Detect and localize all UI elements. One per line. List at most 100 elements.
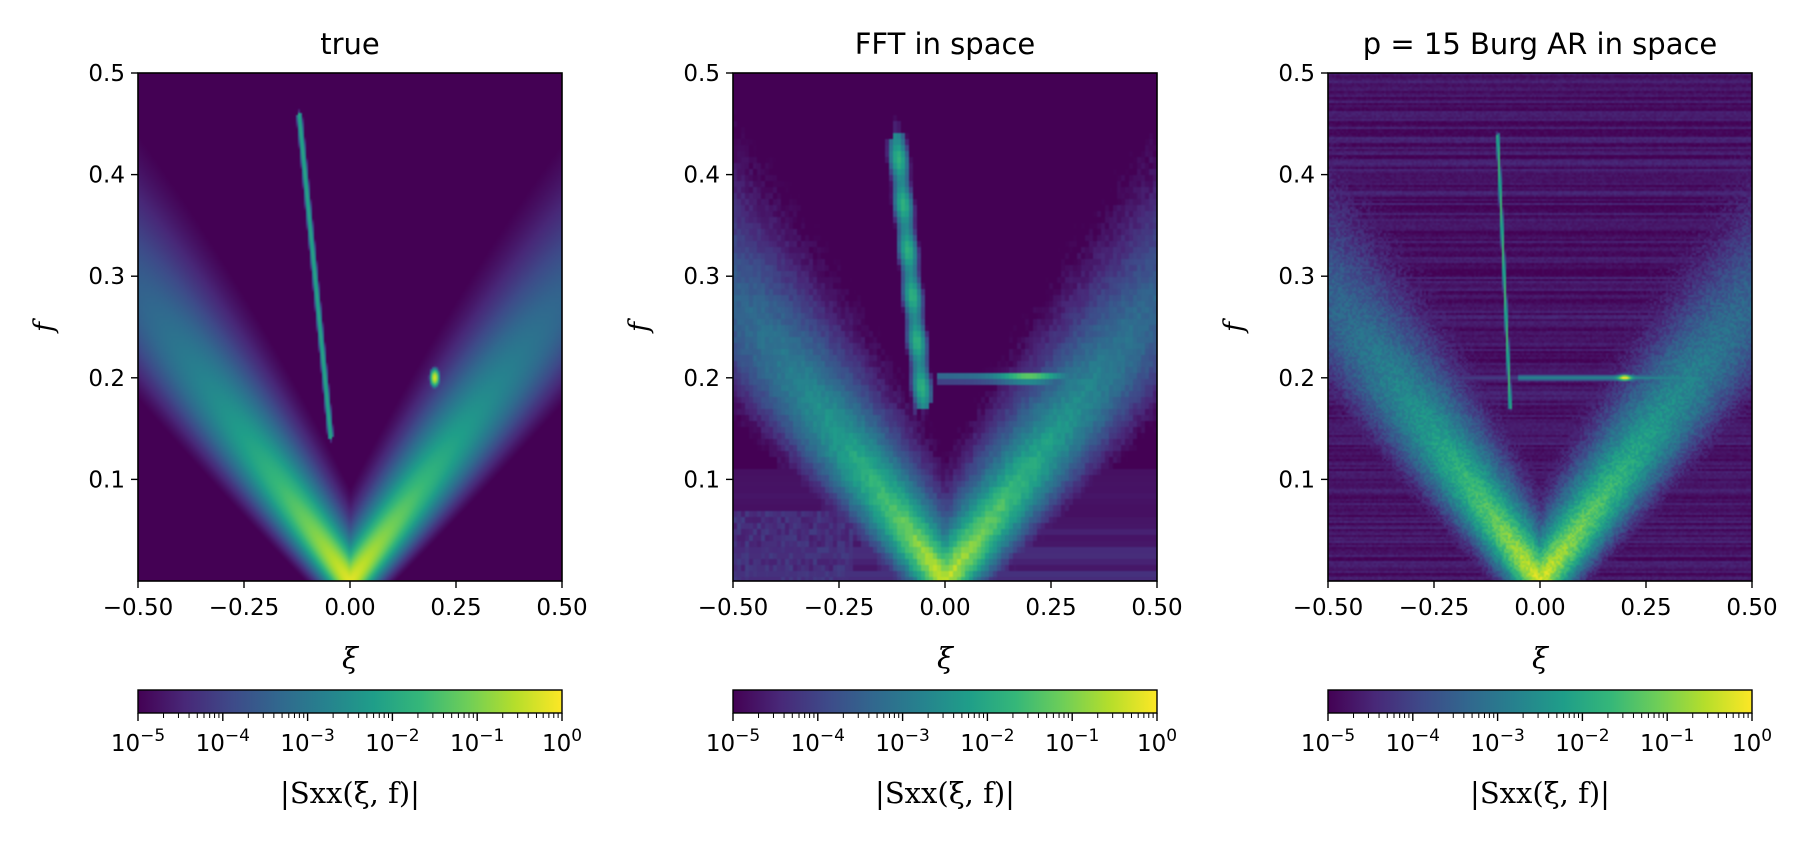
colorbar-tick-exponent: −1 — [479, 726, 504, 746]
colorbar-tick-base: 10 — [791, 731, 820, 757]
colorbar-tick-base: 10 — [365, 731, 394, 757]
colorbar-tick-label: 10−3 — [875, 726, 929, 757]
colorbar-tick-label: 100 — [1137, 726, 1177, 757]
x-tick-label: 0.50 — [536, 595, 587, 621]
colorbar-tick-exponent: −2 — [1585, 726, 1610, 746]
colorbar-tick-base: 10 — [1301, 731, 1330, 757]
colorbar-tick-exponent: −3 — [905, 726, 930, 746]
colorbar-tick-base: 10 — [706, 731, 735, 757]
colorbar-frame — [1327, 689, 1753, 714]
colorbar-tick-exponent: −4 — [820, 726, 845, 746]
colorbar-tick-base: 10 — [960, 731, 989, 757]
colorbar-frame — [732, 689, 1158, 714]
heatmap-image — [1328, 73, 1752, 581]
x-tick-label: 0.25 — [1620, 595, 1671, 621]
x-tick-label: −0.50 — [1293, 595, 1363, 621]
colorbar-gradient — [138, 690, 562, 713]
colorbar-frame — [137, 689, 563, 714]
y-tick-label: 0.4 — [88, 163, 125, 189]
y-tick-label: 0.2 — [683, 366, 720, 392]
colorbar-tick-exponent: −2 — [990, 726, 1015, 746]
colorbar-tick-label: 10−1 — [450, 726, 504, 757]
colorbar-tick-base: 10 — [1386, 731, 1415, 757]
x-tick-label: 0.50 — [1131, 595, 1182, 621]
colorbar-tick-base: 10 — [196, 731, 225, 757]
panel-3: p = 15 Burg AR in space −0.50 −0.25 0.00 0.2… — [1219, 27, 1778, 810]
x-tick-label: −0.25 — [1399, 595, 1469, 621]
panel-title: p = 15 Burg AR in space — [1363, 27, 1718, 61]
colorbar-tick-base: 10 — [1555, 731, 1584, 757]
x-tick-label: 0.00 — [324, 595, 375, 621]
y-tick-label: 0.1 — [88, 467, 125, 493]
y-axis-label: f — [1219, 318, 1250, 334]
colorbar-tick-exponent: −3 — [310, 726, 335, 746]
y-tick-label: 0.3 — [683, 264, 720, 290]
y-tick-label: 0.3 — [1278, 264, 1315, 290]
colorbar-tick-label: 10−1 — [1045, 726, 1099, 757]
colorbar-tick-label: 10−4 — [196, 726, 250, 757]
y-tick-label: 0.1 — [1278, 467, 1315, 493]
colorbar-tick-exponent: −4 — [1415, 726, 1440, 746]
y-axis-label: f — [29, 318, 60, 334]
colorbar-label: |Sxx(ξ, f)| — [1470, 776, 1610, 810]
y-tick-label: 0.5 — [1278, 61, 1315, 87]
colorbar-tick-exponent: −1 — [1669, 726, 1694, 746]
colorbar-tick-exponent: 0 — [1166, 726, 1177, 746]
colorbar-tick-exponent: −3 — [1500, 726, 1525, 746]
x-tick-label: 0.00 — [919, 595, 970, 621]
x-axis-label: ξ — [1532, 641, 1550, 675]
y-tick-label: 0.4 — [1278, 163, 1315, 189]
x-tick-label: −0.50 — [698, 595, 768, 621]
colorbar-tick-exponent: −5 — [1330, 726, 1355, 746]
colorbar-tick-exponent: 0 — [1761, 726, 1772, 746]
colorbar-tick-base: 10 — [450, 731, 479, 757]
y-axis-label: f — [624, 318, 655, 334]
colorbar-tick-exponent: −4 — [225, 726, 250, 746]
y-tick-label: 0.4 — [683, 163, 720, 189]
colorbar-tick-base: 10 — [1470, 731, 1499, 757]
colorbar-tick-exponent: −5 — [140, 726, 165, 746]
panel-1: true−0.50 −0.25 0.00 0.25 0.500.10.20.30.40.… — [29, 27, 588, 810]
colorbar-tick-exponent: 0 — [571, 726, 582, 746]
colorbar-tick-base: 10 — [1732, 731, 1761, 757]
x-tick-label: 0.00 — [1514, 595, 1565, 621]
x-axis-label: ξ — [937, 641, 955, 675]
colorbar-tick-label: 10−1 — [1640, 726, 1694, 757]
y-tick-label: 0.5 — [683, 61, 720, 87]
y-tick-label: 0.3 — [88, 264, 125, 290]
colorbar-tick-exponent: −2 — [395, 726, 420, 746]
colorbar-tick-exponent: −1 — [1074, 726, 1099, 746]
panel-title: true — [320, 27, 380, 61]
colorbar-label: |Sxx(ξ, f)| — [875, 776, 1015, 810]
panel-2: FFT in space−0.50 −0.25 0.00 0.25 0.500.10.2… — [624, 27, 1183, 810]
colorbar-tick-label: 10−2 — [1555, 726, 1609, 757]
colorbar-tick-label: 10−3 — [280, 726, 334, 757]
colorbar-tick-label: 10−3 — [1470, 726, 1524, 757]
x-tick-label: −0.25 — [209, 595, 279, 621]
colorbar-gradient — [733, 690, 1157, 713]
colorbar-tick-label: 10−4 — [1386, 726, 1440, 757]
x-tick-label: −0.50 — [103, 595, 173, 621]
colorbar-tick-label: 10−4 — [791, 726, 845, 757]
colorbar-gradient — [1328, 690, 1752, 713]
x-tick-label: −0.25 — [804, 595, 874, 621]
colorbar-tick-label: 100 — [1732, 726, 1772, 757]
colorbar-label: |Sxx(ξ, f)| — [280, 776, 420, 810]
x-tick-label: 0.25 — [1025, 595, 1076, 621]
colorbar-tick-label: 10−2 — [365, 726, 419, 757]
colorbar-tick-label: 10−5 — [1301, 726, 1355, 757]
y-tick-label: 0.2 — [1278, 366, 1315, 392]
colorbar-tick-base: 10 — [875, 731, 904, 757]
colorbar-tick-label: 10−2 — [960, 726, 1014, 757]
y-tick-label: 0.1 — [683, 467, 720, 493]
colorbar: 10−5 10−4 10−3 10−2 10−1 100|Sxx(ξ, f)| — [1301, 689, 1772, 810]
colorbar: 10−5 10−4 10−3 10−2 10−1 100|Sxx(ξ, f)| — [706, 689, 1177, 810]
colorbar-tick-label: 10−5 — [706, 726, 760, 757]
colorbar-tick-base: 10 — [111, 731, 140, 757]
colorbar-tick-exponent: −5 — [735, 726, 760, 746]
colorbar: 10−5 10−4 10−3 10−2 10−1 100|Sxx(ξ, f)| — [111, 689, 582, 810]
colorbar-tick-label: 10−5 — [111, 726, 165, 757]
colorbar-tick-label: 100 — [542, 726, 582, 757]
y-tick-label: 0.5 — [88, 61, 125, 87]
